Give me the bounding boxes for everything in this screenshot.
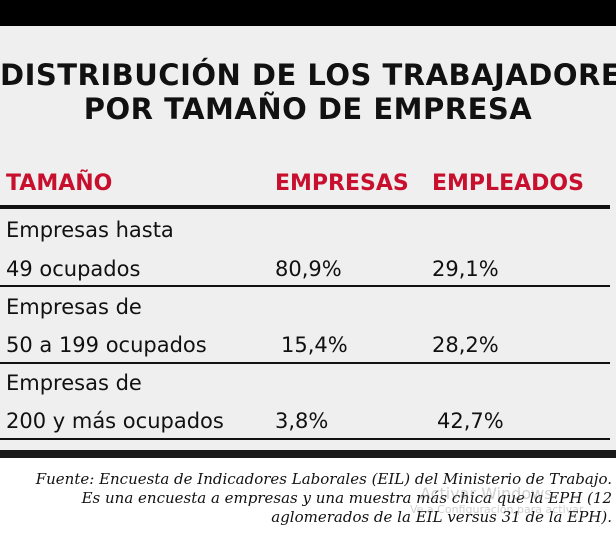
row-2-empleados-value: 28,2% (432, 333, 499, 357)
infographic-panel (0, 26, 616, 450)
activate-windows-watermark: Activar Windows (420, 484, 553, 503)
row-3-empleados-value: 42,7% (437, 409, 504, 433)
row-1-label-line-1: Empresas hasta (6, 218, 174, 242)
row-1-empleados-value: 29,1% (432, 257, 499, 281)
row-3-label-line-2: 200 y más ocupados (6, 409, 224, 433)
source-note-line-2: Es una encuesta a empresas y una muestra… (81, 489, 612, 507)
source-note-line-1: Fuente: Encuesta de Indicadores Laborale… (35, 470, 612, 488)
row-divider (0, 285, 610, 287)
header-divider (0, 205, 610, 209)
column-header-empresas: EMPRESAS (275, 171, 409, 196)
row-2-label-line-2: 50 a 199 ocupados (6, 333, 207, 357)
source-note: Fuente: Encuesta de Indicadores Laborale… (0, 470, 612, 527)
title-line-2: POR TAMAÑO DE EMPRESA (83, 92, 533, 126)
row-3-empresas-value: 3,8% (275, 409, 329, 433)
title-line-1: DISTRIBUCIÓN DE LOS TRABAJADORES (0, 58, 616, 92)
row-divider (0, 362, 610, 364)
row-3-label-line-1: Empresas de (6, 371, 142, 395)
source-note-line-3: aglomerados de la EIL versus 31 de la EP… (271, 508, 612, 526)
table-bottom-divider (0, 438, 610, 440)
top-black-bar (0, 0, 616, 26)
row-2-empresas-value: 15,4% (281, 333, 348, 357)
activate-windows-watermark-subtitle: Ve a Configuración para activar (410, 503, 584, 516)
row-2-label-line-1: Empresas de (6, 295, 142, 319)
row-1-empresas-value: 80,9% (275, 257, 342, 281)
row-1-label-line-2: 49 ocupados (6, 257, 141, 281)
column-header-tamano: TAMAÑO (6, 171, 113, 196)
column-header-empleados: EMPLEADOS (432, 171, 584, 196)
bottom-black-bar (0, 450, 616, 458)
